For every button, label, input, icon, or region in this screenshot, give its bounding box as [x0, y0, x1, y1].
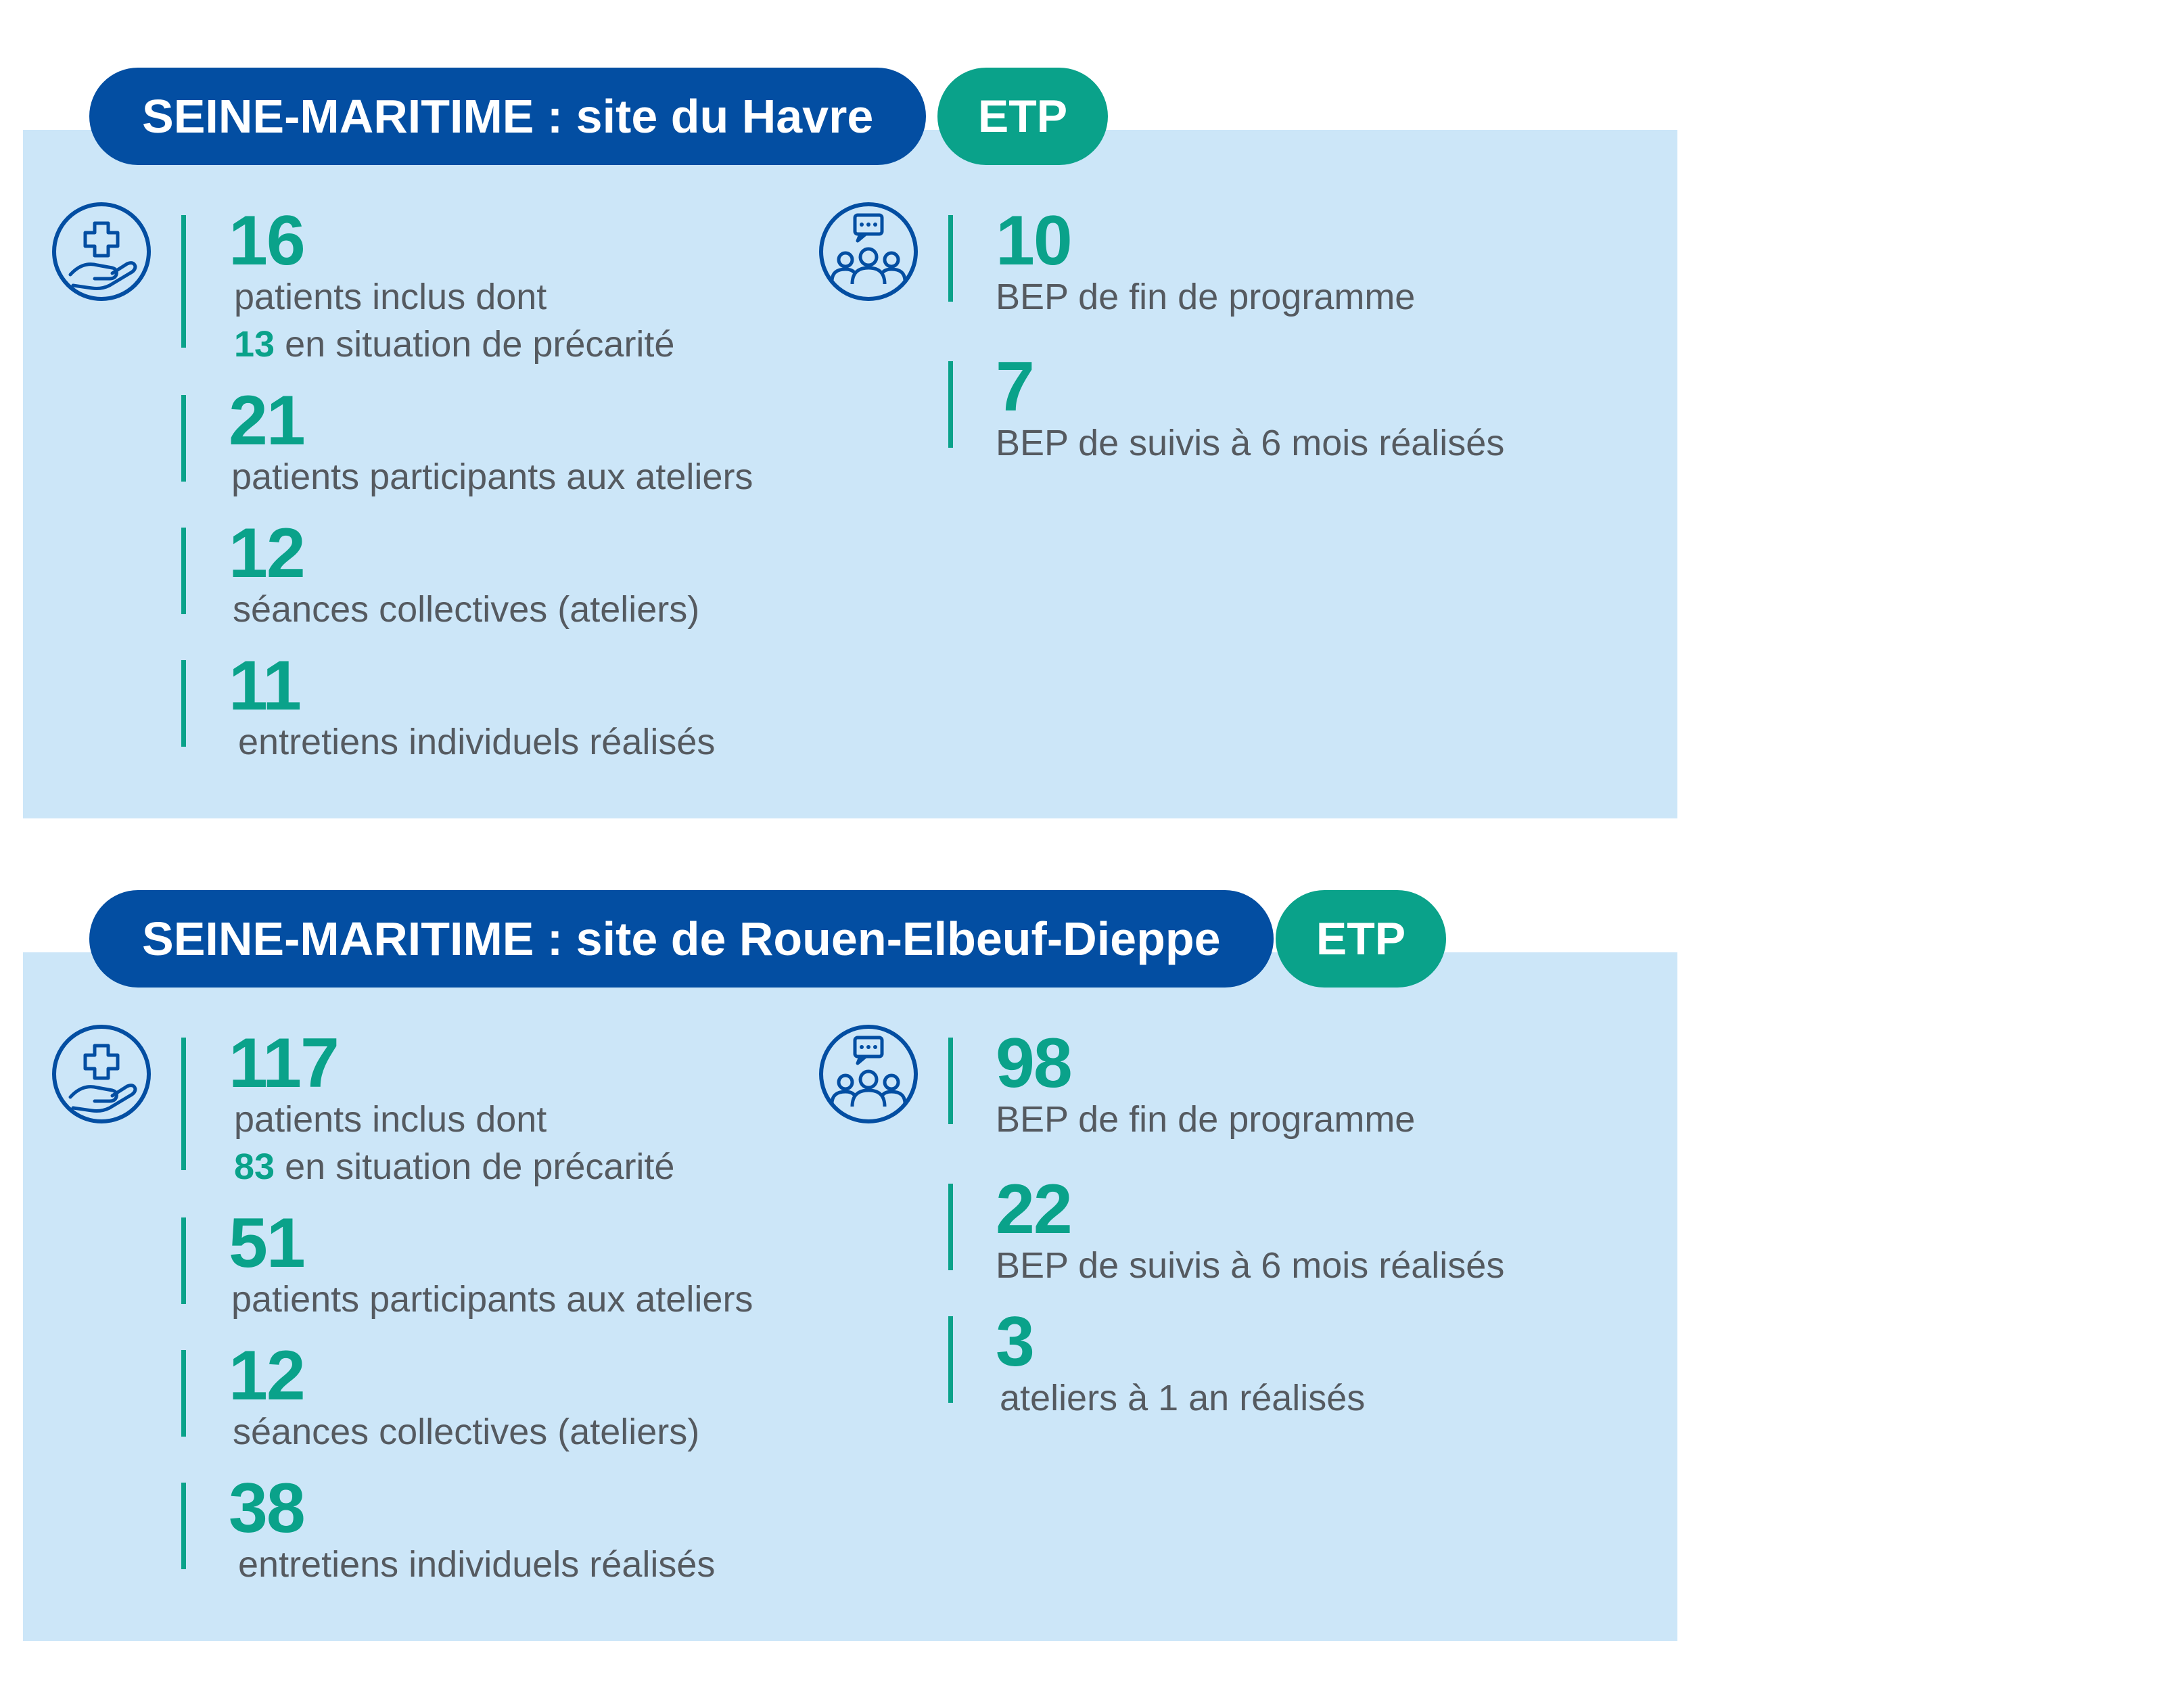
- stat-label: BEP de suivis à 6 mois réalisés: [996, 1245, 1505, 1286]
- stat-sublabel: 83 en situation de précarité: [234, 1143, 674, 1190]
- stat-label: BEP de fin de programme: [996, 277, 1416, 317]
- stat-subvalue: 13: [234, 324, 275, 365]
- stat-sublabel: 13 en situation de précarité: [234, 321, 674, 368]
- stat-value: 98: [996, 1024, 1073, 1102]
- stats-panel: [23, 952, 1677, 1641]
- stat-value: 3: [996, 1303, 1035, 1381]
- stat-bar: [181, 528, 186, 614]
- stat-label: BEP de suivis à 6 mois réalisés: [996, 423, 1505, 463]
- stat-value: 12: [229, 514, 306, 593]
- section-rouen-elbeuf-dieppe: SEINE-MARITIME : site de Rouen-Elbeuf-Di…: [0, 822, 2184, 1641]
- stat-label: patients inclus dont: [234, 277, 547, 317]
- stat-value: 10: [996, 202, 1073, 280]
- stat-bar: [948, 215, 953, 302]
- stat-label: patients participants aux ateliers: [231, 457, 753, 497]
- group-chat-icon: [819, 1025, 918, 1123]
- stat-bar: [948, 1316, 953, 1403]
- stat-value: 12: [229, 1337, 306, 1415]
- stat-bar: [181, 1350, 186, 1437]
- stat-value: 11: [229, 647, 302, 725]
- stats-panel: [23, 130, 1677, 818]
- stat-label: patients inclus dont: [234, 1099, 547, 1140]
- section-havre: SEINE-MARITIME : site du Havre ETP 16 pa…: [0, 0, 2184, 818]
- stat-bar: [181, 395, 186, 482]
- section-title: SEINE-MARITIME : site de Rouen-Elbeuf-Di…: [89, 890, 1274, 988]
- stat-subtext: en situation de précarité: [285, 1146, 675, 1187]
- stat-bar: [948, 1038, 953, 1124]
- stat-value: 7: [996, 348, 1035, 426]
- stat-value: 38: [229, 1469, 306, 1548]
- section-title: SEINE-MARITIME : site du Havre: [89, 68, 927, 165]
- stat-subtext: en situation de précarité: [285, 324, 675, 365]
- hand-medical-cross-icon: [52, 202, 151, 301]
- group-chat-icon: [819, 202, 918, 301]
- stat-bar: [181, 1038, 186, 1170]
- etp-badge: ETP: [1276, 890, 1446, 988]
- stat-value: 16: [229, 202, 306, 280]
- stat-label: séances collectives (ateliers): [233, 1412, 700, 1452]
- stat-bar: [181, 1483, 186, 1569]
- stat-value: 21: [229, 381, 306, 460]
- stat-label: entretiens individuels réalisés: [238, 1544, 716, 1585]
- stat-value: 51: [229, 1204, 306, 1282]
- stat-label: séances collectives (ateliers): [233, 589, 700, 630]
- stat-subvalue: 83: [234, 1146, 275, 1187]
- stat-label: entretiens individuels réalisés: [238, 722, 716, 762]
- stat-bar: [181, 1217, 186, 1304]
- stat-bar: [181, 215, 186, 348]
- hand-medical-cross-icon: [52, 1025, 151, 1123]
- etp-badge: ETP: [937, 68, 1108, 165]
- stat-label: patients participants aux ateliers: [231, 1279, 753, 1320]
- stat-label: BEP de fin de programme: [996, 1099, 1416, 1140]
- stat-value: 22: [996, 1170, 1073, 1249]
- stat-label: ateliers à 1 an réalisés: [1000, 1378, 1366, 1418]
- stat-bar: [948, 361, 953, 448]
- stat-bar: [181, 660, 186, 747]
- stat-value: 117: [229, 1024, 340, 1102]
- stat-bar: [948, 1184, 953, 1270]
